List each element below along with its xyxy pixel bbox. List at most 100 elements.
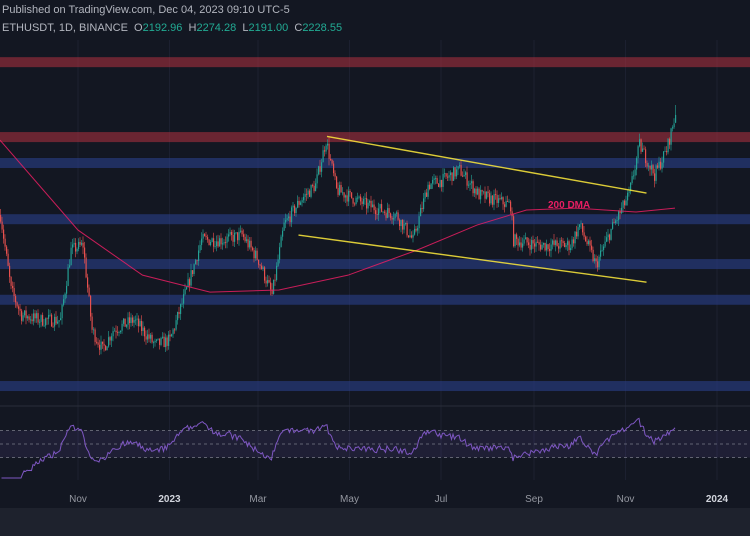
candle [117,332,119,333]
rsi-line [1,417,676,479]
candle [330,158,332,160]
candle [582,223,584,233]
candle [672,127,674,129]
candle [342,192,344,194]
candle [283,222,285,231]
candle [583,232,585,237]
candle [180,304,182,314]
candle [340,185,342,193]
candle [430,183,432,189]
candle [493,194,495,205]
candle [411,235,413,238]
candle [319,166,321,172]
candle [181,303,183,305]
candle [265,280,267,284]
candle [93,329,95,331]
candle [600,250,602,257]
candle [138,318,140,327]
candle [579,224,581,228]
candle [213,238,215,247]
candle [298,200,300,205]
candle [52,326,54,328]
candle [627,192,629,201]
candle [421,207,423,210]
candle [45,318,47,326]
x-axis-tick-label: 2023 [158,494,181,505]
candle [385,212,387,218]
candle [468,184,470,186]
candle [643,148,645,150]
candle [363,198,365,204]
candle [28,316,30,320]
ma200-label: 200 DMA [548,200,590,211]
candle [133,320,135,323]
candle [609,234,611,240]
candle [604,241,606,247]
candle [552,240,554,245]
candle [108,337,110,347]
candle [219,238,221,247]
candle [262,267,264,270]
candle [630,182,632,192]
candle [414,228,416,235]
candle [607,234,609,238]
candle [19,308,21,311]
candle [534,243,536,247]
candle [159,338,161,345]
ma200-line [0,139,676,293]
candle [435,178,437,179]
candle [351,192,353,198]
support-zone [0,157,750,168]
candle [349,190,351,193]
candle [594,258,596,262]
candle [658,161,660,168]
candle [565,245,567,248]
candle [615,220,617,223]
candle [198,250,200,262]
price-chart[interactable]: 200 DMA Nov 2023 Mar May Jul Sep Nov 2024 [0,0,750,508]
candle [118,332,120,333]
candle [450,172,452,176]
candle [529,244,531,250]
candle [112,331,114,337]
candle [645,149,647,164]
candle [66,285,68,294]
resistance-zone [0,57,750,68]
candle [9,265,11,277]
candle [70,247,72,266]
candle [423,198,425,210]
candle [375,210,377,215]
candle [115,330,117,333]
x-axis-tick-label: May [340,494,359,505]
candle [538,242,540,245]
candle [76,248,78,252]
candle [126,324,128,327]
candle [106,346,108,351]
candle [295,207,297,214]
candle [318,166,320,175]
candle [403,224,405,230]
candle [505,200,507,207]
candle [6,246,8,254]
candle [141,320,143,332]
candle [499,198,501,200]
candle [640,139,642,152]
candle [300,202,302,205]
candle [661,162,663,169]
candle [277,259,279,266]
candle [474,188,476,194]
candle [531,240,533,250]
candle [103,343,105,346]
candle [484,191,486,199]
candle [139,320,141,327]
candle [420,207,422,217]
candle [646,163,648,167]
candle [514,234,516,247]
candle [669,138,671,145]
candle [336,176,338,188]
candle [43,325,45,327]
candle [223,242,225,244]
candle [487,191,489,194]
candle [381,204,383,212]
bottom-toolbar [0,508,750,536]
